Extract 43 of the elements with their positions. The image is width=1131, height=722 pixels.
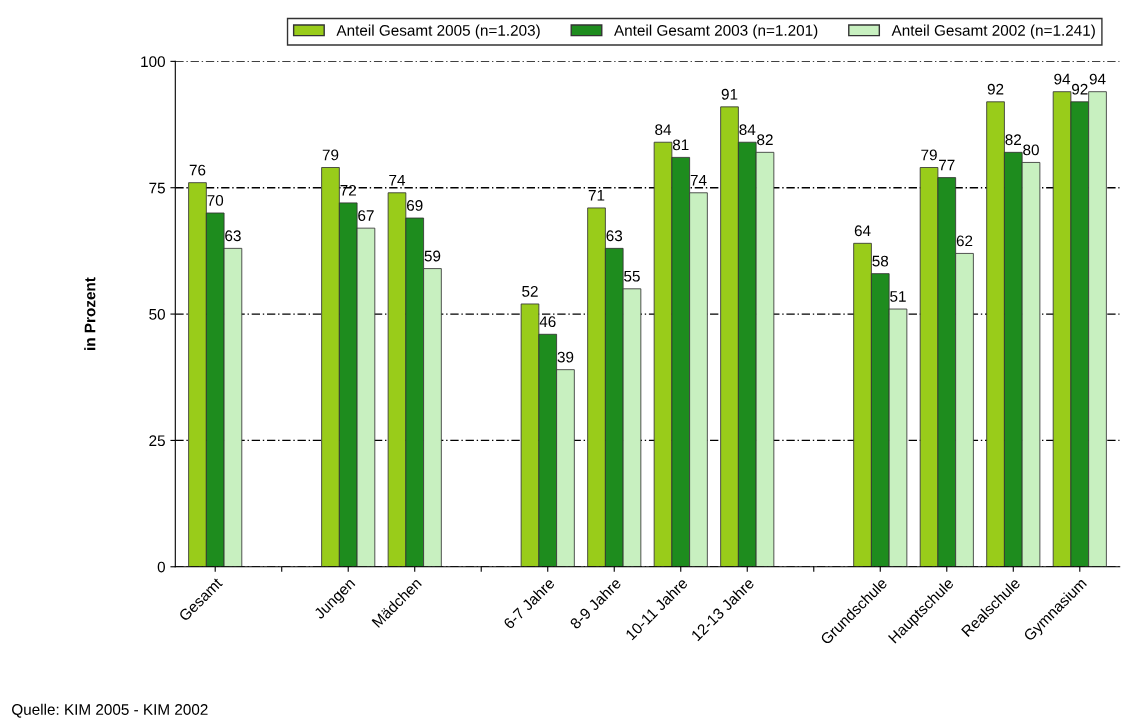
data-label: 94 [1054,73,1071,85]
y-tick-label: 75 [149,182,165,194]
data-label: 84 [739,124,756,136]
data-label: 64 [854,225,871,237]
data-label: 46 [539,316,556,328]
data-label: 62 [956,235,973,247]
data-label: 59 [424,250,441,262]
data-label: 82 [757,134,773,146]
legend-label: Anteil Gesamt 2005 (n=1.203) [336,24,540,39]
data-label: 92 [1072,83,1088,95]
y-tick-label: 25 [149,435,165,447]
data-label: 51 [890,291,906,302]
y-tick-label: 100 [141,56,165,68]
data-label: 58 [872,255,889,267]
data-label: 63 [606,230,623,242]
data-label: 71 [588,190,605,201]
data-label: 67 [358,210,374,221]
data-label: 52 [522,285,538,297]
y-axis-title: in Prozent [84,277,96,350]
y-tick-label: 0 [157,561,165,573]
data-label: 79 [921,149,937,161]
data-label: 84 [655,124,672,136]
y-tick-label: 50 [149,308,165,320]
data-label: 77 [939,159,955,171]
data-label: 79 [322,149,339,161]
data-label: 63 [225,230,241,242]
data-label: 76 [189,164,206,176]
data-label: 80 [1023,144,1039,156]
data-label: 81 [672,139,689,151]
data-label: 94 [1089,73,1106,85]
data-label: 69 [407,200,423,211]
data-label: 72 [340,184,356,196]
data-label: 70 [207,194,224,206]
data-label: 91 [721,88,738,100]
data-label: 55 [624,270,640,282]
source-note: Quelle: KIM 2005 - KIM 2002 [12,703,208,718]
legend-label: Anteil Gesamt 2003 (n=1.201) [614,24,818,39]
data-label: 74 [690,174,707,186]
data-label: 82 [1005,134,1022,146]
legend-label: Anteil Gesamt 2002 (n=1.241) [891,24,1095,39]
data-label: 39 [557,351,574,363]
data-label: 92 [987,83,1004,95]
data-label: 74 [389,174,406,186]
